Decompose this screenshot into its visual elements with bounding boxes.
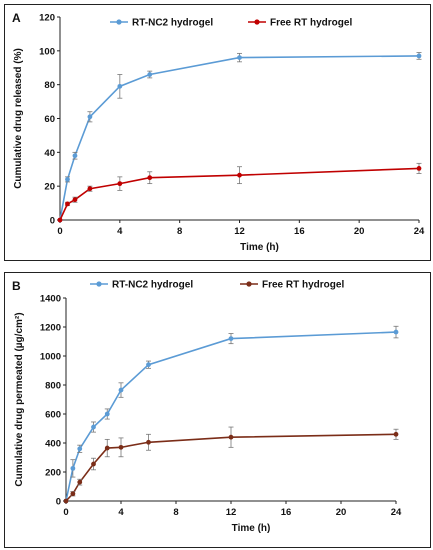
data-point-rt-nc2 [118, 387, 124, 393]
plot-area: 0 20 40 60 80 100 120 0 4 8 12 16 20 24 [39, 13, 425, 238]
y-axis-label: Cumulative drug permeated (µg/cm²) [14, 312, 25, 486]
legend-marker-free-rt [246, 281, 252, 287]
x-tick-label: 16 [294, 226, 305, 237]
x-tick-label: 12 [234, 226, 245, 237]
data-point-rt-nc2 [416, 53, 422, 59]
data-point-free-rt [147, 175, 153, 181]
x-tick-label: 4 [117, 226, 123, 237]
chart-b: B Cumulative drug permeated (µg/cm²) Tim… [12, 279, 402, 534]
x-tick-label: 16 [281, 507, 292, 518]
x-tick-label: 24 [391, 507, 402, 518]
legend-label-rt-nc2: RT-NC2 hydrogel [132, 18, 213, 29]
x-tick-label: 20 [354, 226, 365, 237]
y-tick-label: 600 [45, 410, 61, 421]
panel-a: A Cumulative drug released (%) Time (h) … [0, 0, 433, 265]
x-axis-label: Time (h) [232, 523, 271, 534]
y-tick-label: 400 [45, 439, 61, 450]
y-tick-label: 80 [44, 80, 55, 91]
data-point-rt-nc2 [65, 177, 70, 182]
legend-marker-rt-nc2 [116, 19, 122, 25]
y-tick-label: 1400 [40, 294, 61, 305]
y-tick-label: 20 [44, 182, 55, 193]
panel-b-frame [4, 272, 431, 548]
data-point-free-rt [118, 444, 124, 450]
data-point-free-rt [91, 461, 96, 467]
chart-a: A Cumulative drug released (%) Time (h) … [12, 11, 425, 253]
legend-label-rt-nc2: RT-NC2 hydrogel [112, 280, 193, 291]
data-point-rt-nc2 [146, 362, 151, 368]
series-line-rt-nc2 [65, 331, 397, 502]
data-point-rt-nc2 [87, 114, 93, 120]
panel-b-letter: B [12, 279, 21, 293]
y-tick-label: 800 [45, 381, 61, 392]
y-tick-label: 0 [56, 497, 61, 508]
x-tick-label: 0 [63, 507, 68, 518]
y-tick-label: 200 [45, 468, 61, 479]
x-axis-label: Time (h) [240, 242, 279, 253]
panel-a-frame [4, 4, 431, 261]
data-point-free-rt [104, 445, 110, 451]
data-point-free-rt [237, 172, 242, 178]
panel-b: B Cumulative drug permeated (µg/cm²) Tim… [0, 272, 433, 550]
x-tick-label: 4 [118, 507, 124, 518]
legend-label-free-rt: Free RT hydrogel [270, 18, 352, 29]
x-tick-label: 8 [173, 507, 178, 518]
data-point-free-rt [65, 201, 70, 207]
data-point-rt-nc2 [147, 72, 153, 77]
data-point-free-rt [416, 166, 422, 171]
data-point-rt-nc2 [70, 465, 76, 471]
panel-a-letter: A [12, 11, 21, 25]
data-point-free-rt [77, 479, 83, 485]
data-point-free-rt [63, 498, 69, 504]
x-tick-label: 12 [226, 507, 237, 518]
x-tick-label: 8 [177, 226, 182, 237]
y-tick-label: 40 [44, 148, 55, 159]
legend-marker-rt-nc2 [96, 281, 102, 287]
data-point-free-rt [70, 491, 76, 497]
legend: RT-NC2 hydrogel Free RT hydrogel [110, 18, 352, 29]
data-point-free-rt [72, 197, 78, 203]
data-point-rt-nc2 [77, 446, 83, 452]
plot-area: 0 200 400 600 800 1000 1200 1400 0 4 8 12 16 20 24 [40, 294, 402, 519]
x-tick-label: 0 [57, 226, 62, 237]
x-tick-label: 20 [336, 507, 347, 518]
data-point-free-rt [87, 186, 93, 192]
data-point-rt-nc2 [237, 55, 242, 60]
data-point-rt-nc2 [104, 411, 110, 417]
legend-marker-free-rt [254, 19, 260, 25]
series-line-rt-nc2 [59, 55, 420, 221]
y-tick-label: 1000 [40, 352, 61, 363]
data-point-rt-nc2 [91, 424, 96, 430]
data-point-rt-nc2 [72, 153, 78, 159]
y-tick-label: 0 [50, 216, 55, 227]
y-tick-label: 100 [39, 46, 55, 57]
data-point-free-rt [146, 439, 151, 445]
y-tick-label: 60 [44, 114, 55, 125]
data-point-rt-nc2 [117, 83, 123, 89]
data-point-free-rt [228, 434, 234, 440]
data-point-free-rt [117, 181, 123, 187]
data-point-rt-nc2 [228, 336, 234, 341]
data-point-free-rt [57, 217, 63, 223]
data-point-free-rt [393, 431, 399, 437]
legend-label-free-rt: Free RT hydrogel [262, 280, 344, 291]
y-axis-label: Cumulative drug released (%) [13, 48, 24, 189]
x-tick-label: 24 [414, 226, 425, 237]
legend: RT-NC2 hydrogel Free RT hydrogel [90, 280, 344, 291]
y-tick-label: 120 [39, 13, 55, 24]
y-tick-label: 1200 [40, 323, 61, 334]
data-point-rt-nc2 [393, 329, 399, 335]
